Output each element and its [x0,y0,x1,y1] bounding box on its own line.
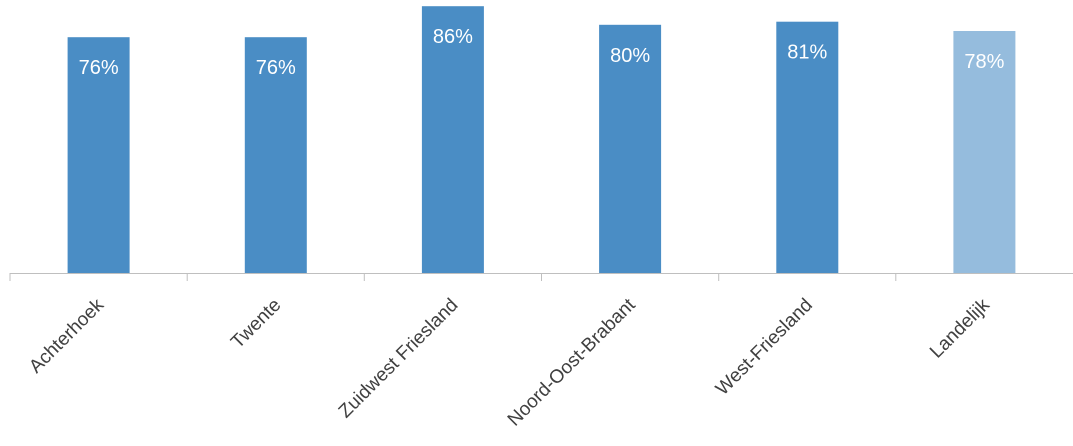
data-label-3: 80% [610,45,650,67]
data-label-0: 76% [79,57,119,79]
tick-label-1: Twente [227,295,285,353]
data-label-1: 76% [256,57,296,79]
data-label-4: 81% [787,42,827,64]
tick-label-2: Zuidwest Friesland [335,295,463,423]
data-labels-group: 76% 76% 86% 80% 81% 78% [79,26,1005,79]
tick-label-4: West-Friesland [712,295,817,400]
data-label-5: 78% [964,51,1004,73]
bar-1 [244,37,307,274]
bar-3 [599,24,662,273]
bar-2 [421,6,484,273]
data-label-2: 86% [433,26,473,48]
tick-label-0: Achterhoek [25,294,108,377]
bar-0 [67,37,130,274]
bars-group [67,6,1016,274]
bar-5 [953,31,1016,273]
x-axis [9,273,1073,281]
tick-label-3: Noord-Oost-Brabant [504,294,640,430]
bar-4 [776,21,839,274]
tick-labels-group: Achterhoek Twente Zuidwest Friesland Noord-… [25,294,994,430]
tick-label-5: Landelijk [926,294,994,362]
